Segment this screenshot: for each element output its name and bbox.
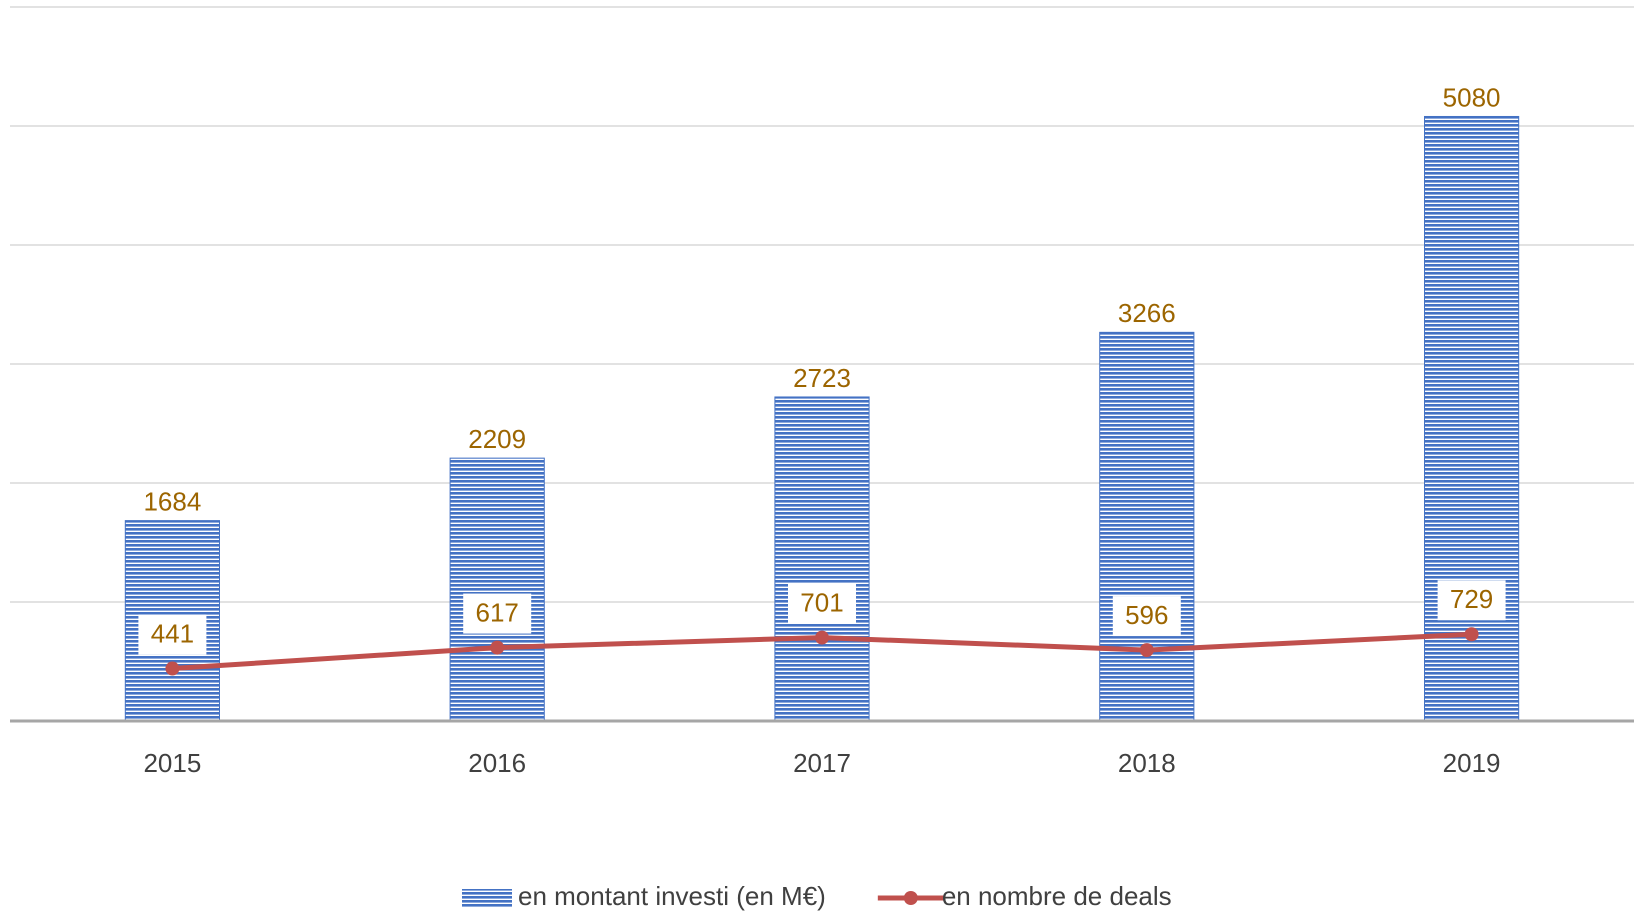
data-label-box [138,614,207,655]
data-label: 596 [1125,600,1168,630]
line-marker [1464,627,1479,642]
data-label: 3266 [1118,298,1176,328]
x-tick-label: 2018 [1118,748,1176,778]
x-tick-label: 2019 [1443,748,1501,778]
data-label: 701 [800,587,843,617]
legend-swatch [903,891,918,905]
data-label: 2209 [468,424,526,454]
data-label: 441 [151,618,194,648]
line-marker [490,640,505,655]
bar [449,457,545,722]
bar [1099,331,1195,722]
legend-label: en nombre de deals [942,881,1172,911]
data-label-box [463,593,532,634]
data-label: 2723 [793,363,851,393]
x-tick-label: 2017 [793,748,851,778]
legend-swatch [462,889,512,907]
data-label-box [1437,580,1506,621]
x-tick-label: 2015 [143,748,201,778]
data-label: 5080 [1443,82,1501,112]
data-label: 729 [1450,584,1493,614]
data-label-box [1112,596,1181,637]
bar [774,396,870,722]
data-label: 617 [476,597,519,627]
line-marker [1139,643,1154,658]
line-marker [815,630,829,645]
line-marker [165,661,180,676]
x-tick-label: 2016 [468,748,526,778]
data-label: 1684 [143,486,201,516]
data-label-box [788,583,856,624]
legend-label: en montant investi (en M€) [518,881,826,911]
